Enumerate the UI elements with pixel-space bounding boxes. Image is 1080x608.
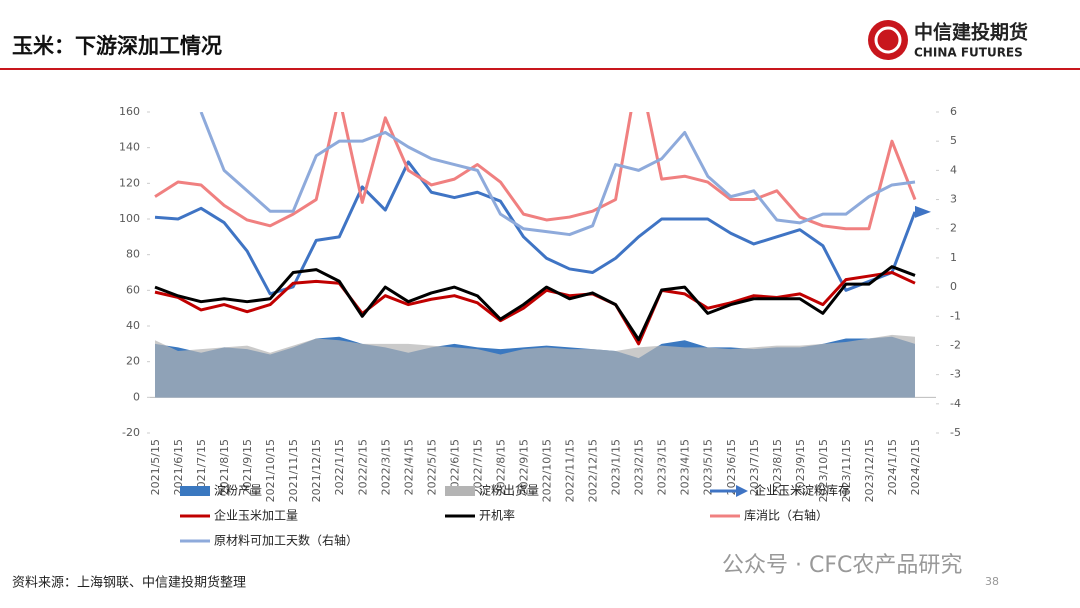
x-tick-label: 2022/7/15 <box>471 439 484 495</box>
source: 资料来源：上海钢联、中信建投期货整理 <box>12 575 246 591</box>
x-tick-label: 2022/11/15 <box>564 439 577 502</box>
x-tick-label: 2023/10/15 <box>817 439 830 502</box>
y2-tick-label: 2 <box>950 222 957 235</box>
x-tick-label: 2023/8/15 <box>771 439 784 495</box>
y2-tick-label: 3 <box>950 193 957 206</box>
legend-label: 企业玉米淀粉库存 <box>754 483 850 498</box>
y-tick-label: 0 <box>133 390 140 403</box>
x-tick-label: 2022/6/15 <box>448 439 461 495</box>
legend-label: 库消比（右轴） <box>744 508 828 523</box>
area <box>155 334 915 398</box>
legend-label: 企业玉米加工量 <box>214 508 298 523</box>
logo-en: CHINA FUTURES <box>914 46 1023 60</box>
x-tick-label: 2022/8/15 <box>494 439 507 495</box>
x-tick-label: 2021/12/15 <box>310 439 323 502</box>
legend-label: 原材料可加工天数（右轴） <box>214 533 358 548</box>
logo-icon-ring <box>874 26 902 54</box>
x-tick-label: 2021/9/15 <box>241 439 254 495</box>
y-tick-label: 80 <box>126 248 140 261</box>
x-tick-label: 2022/12/15 <box>587 439 600 502</box>
page-title: 玉米：下游深加工情况 <box>12 34 222 58</box>
y-tick-label: 40 <box>126 319 140 332</box>
y-tick-label: 140 <box>119 141 140 154</box>
line <box>154 265 916 342</box>
x-tick-label: 2023/1/15 <box>610 439 623 495</box>
x-tick-label: 2022/4/15 <box>402 439 415 495</box>
x-tick-label: 2023/2/15 <box>633 439 646 495</box>
y2-tick-label: -1 <box>950 309 961 322</box>
line <box>154 112 917 231</box>
x-tick-label: 2021/5/15 <box>149 439 162 495</box>
y2-tick-label: -4 <box>950 397 961 410</box>
x-tick-label: 2022/10/15 <box>541 439 554 502</box>
x-tick-label: 2023/11/15 <box>840 439 853 502</box>
line <box>154 271 916 346</box>
x-tick-label: 2022/1/15 <box>333 439 346 495</box>
y2-tick-label: 0 <box>950 280 957 293</box>
y2-tick-label: -3 <box>950 368 961 381</box>
line <box>154 160 917 296</box>
x-tick-label: 2023/9/15 <box>794 439 807 495</box>
x-tick-label: 2023/6/15 <box>725 439 738 495</box>
legend-swatch <box>180 486 210 496</box>
y-tick-label: -20 <box>122 426 140 439</box>
x-tick-label: 2021/7/15 <box>195 439 208 495</box>
plot: -20 0 20 40 60 80 100 120 140 160 -5 -4 -3 -2 -1 0 1 2 3 4 5… <box>119 105 961 548</box>
x-tick-label: 2023/4/15 <box>679 439 692 495</box>
legend-label: 开机率 <box>479 508 515 523</box>
y2-tick-label: 4 <box>950 163 957 176</box>
y2-tick-label: -5 <box>950 426 961 439</box>
line-arrow <box>915 205 931 218</box>
y2-tick-label: 5 <box>950 134 957 147</box>
y-tick-label: 20 <box>126 355 140 368</box>
legend-label: 淀粉出货量 <box>479 483 539 498</box>
x-tick-label: 2023/7/15 <box>748 439 761 495</box>
x-tick-label: 2024/1/15 <box>886 439 899 495</box>
logo-cn: 中信建投期货 <box>914 21 1028 44</box>
y-tick-label: 120 <box>119 176 140 189</box>
x-tick-label: 2022/9/15 <box>517 439 530 495</box>
y-tick-label: 100 <box>119 212 140 225</box>
x-tick-label: 2023/12/15 <box>863 439 876 502</box>
x-tick-label: 2021/10/15 <box>264 439 277 502</box>
legend-label: 淀粉产量 <box>214 484 262 498</box>
x-tick-label: 2022/3/15 <box>379 439 392 495</box>
y-tick-label: 60 <box>126 283 140 296</box>
x-tick-label: 2022/2/15 <box>356 439 369 495</box>
legend-swatch <box>445 486 475 496</box>
x-tick-label: 2021/8/15 <box>218 439 231 495</box>
x-tick-label: 2023/3/15 <box>656 439 669 495</box>
x-tick-label: 2022/5/15 <box>425 439 438 495</box>
watermark: 公众号 · CFC农产品研究 <box>722 553 962 578</box>
line <box>199 112 916 237</box>
x-tick-label: 2021/11/15 <box>287 439 300 502</box>
logo-icon <box>868 20 908 60</box>
x-tick-label: 2021/6/15 <box>172 439 185 495</box>
y2-tick-label: 6 <box>950 105 957 118</box>
y2-tick-label: 1 <box>950 251 957 264</box>
legend-arrow <box>736 485 748 497</box>
y2-tick-label: -2 <box>950 338 961 351</box>
series-layer <box>154 112 917 398</box>
page-number: 38 <box>985 575 999 588</box>
x-tick-label: 2023/5/15 <box>702 439 715 495</box>
x-tick-label: 2024/2/15 <box>909 439 922 495</box>
header-rule <box>0 68 1080 70</box>
y-tick-label: 160 <box>119 105 140 118</box>
